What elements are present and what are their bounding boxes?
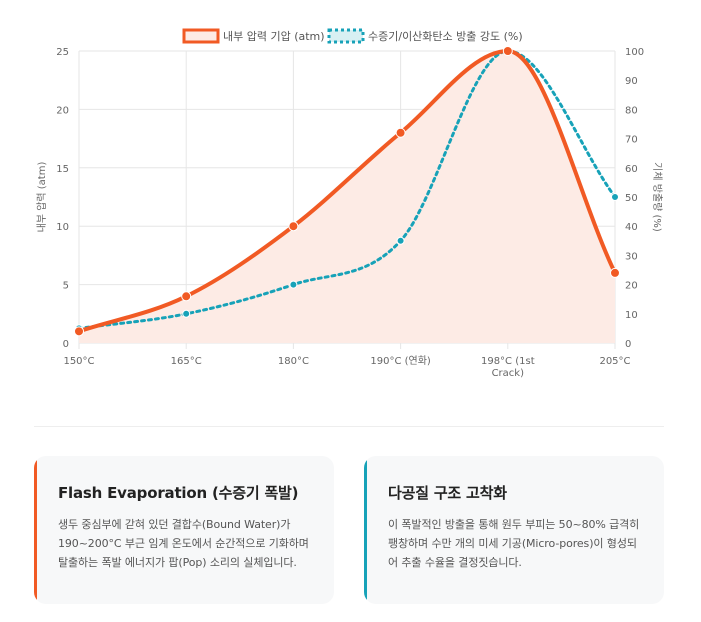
pressure-area-fill [79, 51, 615, 343]
x-tick-label: 198°C (1st Crack) [481, 356, 535, 379]
pressure-point [288, 221, 299, 232]
flash-evaporation-body: 생두 중심부에 갇혀 있던 결합수(Bound Water)가 190~200°… [58, 518, 309, 569]
gas-emission-point [396, 236, 405, 245]
y-left-tick-label: 25 [56, 47, 69, 58]
porous-structure-card: 다공질 구조 고착화 이 폭발적인 방출을 통해 원두 부피는 50~80% 급… [364, 456, 664, 604]
pressure-gas-chart: 0 5 10 15 20 25 0 10 20 30 40 50 60 70 80 90 100 150°C 165… [35, 28, 663, 379]
legend-pressure-label: 내부 압력 기압 (atm) [223, 30, 325, 43]
y-left-tick-label: 0 [63, 339, 69, 350]
y-right-tick-label: 60 [625, 164, 638, 175]
y-left-tick-label: 5 [63, 281, 69, 292]
y-right-tick-label: 30 [625, 251, 638, 262]
pressure-point [181, 291, 192, 302]
y-right-tick-label: 90 [625, 76, 638, 87]
pressure-point [502, 46, 513, 56]
x-tick-label: 165°C [171, 356, 202, 367]
flash-evaporation-card: Flash Evaporation (수증기 폭발) 생두 중심부에 갇혀 있던… [34, 456, 334, 604]
section-divider [34, 426, 664, 427]
gas-emission-point [289, 280, 298, 289]
legend-pressure-swatch [182, 28, 220, 44]
porous-structure-title: 다공질 구조 고착화 [388, 484, 507, 502]
y-left-tick-label: 20 [56, 105, 69, 116]
porous-structure-body: 이 폭발적인 방출을 통해 원두 부피는 50~80% 급격히 팽창하며 수만 … [388, 518, 640, 569]
y-right-tick-label: 40 [625, 222, 638, 233]
y-left-tick-label: 10 [56, 222, 69, 233]
y-right-tick-label: 80 [625, 105, 638, 116]
y-right-tick-label: 50 [625, 193, 638, 204]
y-right-tick-label: 100 [625, 47, 644, 58]
gas-emission-point [611, 193, 619, 201]
y-right-tick-label: 10 [625, 310, 638, 321]
gas-emission-point [182, 309, 191, 318]
y-right-tick-label: 70 [625, 135, 638, 146]
y-right-axis-title: 기체 방출량 (%) [651, 162, 663, 232]
flash-evaporation-title: Flash Evaporation (수증기 폭발) [58, 484, 299, 502]
pressure-point [74, 326, 84, 337]
x-tick-label: 150°C [63, 356, 94, 367]
x-tick-label: 205°C [599, 356, 630, 367]
pressure-point [610, 267, 620, 278]
y-right-tick-label: 0 [625, 339, 631, 350]
chart-container: 0 5 10 15 20 25 0 10 20 30 40 50 60 70 80 90 100 150°C 165… [35, 28, 663, 379]
x-tick-label: 180°C [278, 356, 309, 367]
y-right-tick-label: 20 [625, 281, 638, 292]
legend-gas-swatch [327, 28, 365, 44]
pressure-point [395, 127, 406, 138]
legend-gas-label: 수증기/이산화탄소 방출 강도 (%) [368, 30, 523, 43]
x-tick-label: 190°C (연화) [370, 355, 431, 367]
y-left-axis-title: 내부 압력 (atm) [35, 162, 48, 233]
y-left-tick-label: 15 [56, 164, 69, 175]
